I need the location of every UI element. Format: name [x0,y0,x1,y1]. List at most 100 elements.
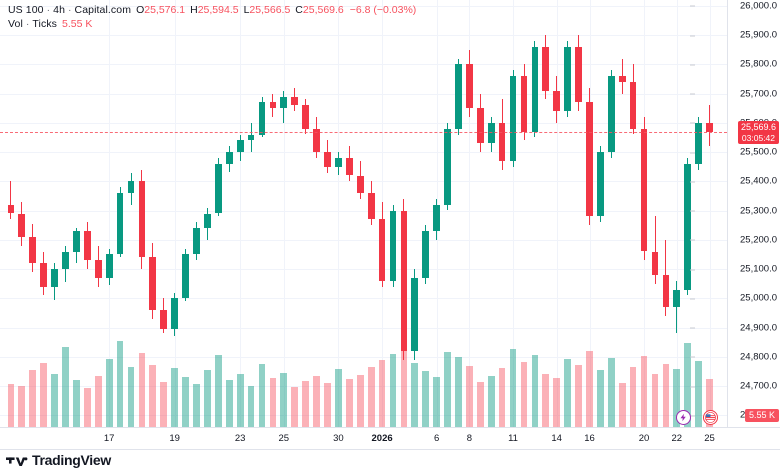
price-tick-mark [690,415,696,417]
candle-body [280,96,288,109]
volume-bar [7,383,15,427]
candle-body [586,102,593,217]
time-axis-tick: 11 [508,433,518,444]
volume-bar [553,377,561,427]
price-tick-mark [690,122,696,124]
candle-wick [10,181,12,220]
volume-bar [149,365,157,427]
volume-bar [324,382,331,427]
volume-bar [640,356,648,427]
candle-body [149,257,157,310]
tradingview-logo[interactable]: TradingView [6,453,111,467]
price-axis-tick: 25,900.0 [690,30,777,41]
candle-body [400,210,408,351]
volume-bar [18,385,26,427]
price-axis-tick: 24,800.0 [690,351,777,362]
grid-line-horizontal [0,415,727,417]
candle-body [520,76,528,132]
grid-line-vertical [240,0,242,427]
candle-body [171,298,179,329]
price-tick-mark [690,356,696,358]
time-axis[interactable]: 17 19 23 25 30 2026 6 8 11 14 16 20 22 25 [0,427,780,449]
volume-bar [40,363,48,427]
candle-body [105,254,113,278]
candle-body [553,90,561,112]
chart-plot-area[interactable] [0,0,727,427]
volume-bar [531,355,539,427]
current-price-badge[interactable]: 25,569.6 03:05:42 [737,120,779,144]
price-tick-mark [690,93,696,95]
price-axis-tick: 25,500.0 [690,147,777,158]
volume-bar [193,383,200,427]
volume-bar [629,367,637,427]
volume-bar [378,360,386,427]
volume-bar [597,370,604,427]
current-price-line [0,131,727,133]
time-axis-tick: 6 [433,433,440,444]
price-axis-tick: 25,700.0 [690,88,777,99]
candle-body [7,204,15,214]
candle-body [40,263,48,287]
volume-bar [455,357,462,427]
volume-bar [204,370,211,427]
candle-body [629,81,637,129]
time-axis-tick: 8 [466,433,473,444]
candle-body [324,152,331,167]
price-tick-mark [690,269,696,271]
candle-body [214,163,222,214]
bar-countdown-timer: 03:05:42 [741,132,776,143]
time-axis-tick: 16 [584,433,595,444]
volume-bar [116,340,124,427]
volume-bar [258,364,266,427]
time-axis-tick: 19 [169,433,180,444]
grid-line-horizontal [0,298,727,300]
price-axis[interactable]: 26,000.025,900.025,800.025,700.025,600.0… [690,0,780,427]
volume-bar [94,375,102,427]
volume-bar [345,378,353,427]
time-axis-tick: 20 [638,433,650,444]
price-tick-mark [690,5,696,7]
volume-bar [313,375,320,427]
volume-bar [269,377,277,427]
grid-line-horizontal [0,356,727,358]
volume-bar [466,366,473,427]
volume-bar [225,379,233,427]
candle-body [345,157,353,176]
volume-bar [651,373,659,427]
volume-bar [236,373,244,427]
candle-body [258,102,266,135]
price-axis-tick: 24,700.0 [690,381,777,392]
volume-bar [607,358,615,427]
grid-line-vertical [469,0,471,427]
candle-body [94,260,102,278]
us-flag-icon[interactable] [703,410,718,425]
volume-value-badge[interactable]: 5.55 K [744,409,779,422]
candle-body [476,108,484,144]
candle-body [18,213,26,237]
price-tick-mark [690,327,696,329]
grid-line-vertical [382,0,384,427]
candle-body [225,152,233,164]
price-axis-tick: 25,200.0 [690,234,777,245]
volume-bar [138,352,146,427]
volume-bar [83,387,91,427]
grid-line-vertical [283,0,285,427]
candle-body [236,140,244,153]
volume-bar [706,378,713,427]
volume-bar [564,359,571,427]
grid-line-horizontal [0,239,727,241]
volume-bar [335,369,342,427]
candle-body [51,269,58,287]
lightning-bolt-icon[interactable] [676,410,691,425]
volume-bar [302,380,310,427]
candle-body [618,76,626,82]
volume-bar [575,365,582,427]
grid-line-horizontal [0,386,727,388]
volume-bar [695,361,702,427]
chart-footer: TradingView [0,449,780,470]
volume-bar [182,376,189,427]
time-axis-tick: 25 [704,433,715,444]
price-axis-tick: 25,800.0 [690,59,777,70]
price-axis-tick: 25,100.0 [690,264,777,275]
